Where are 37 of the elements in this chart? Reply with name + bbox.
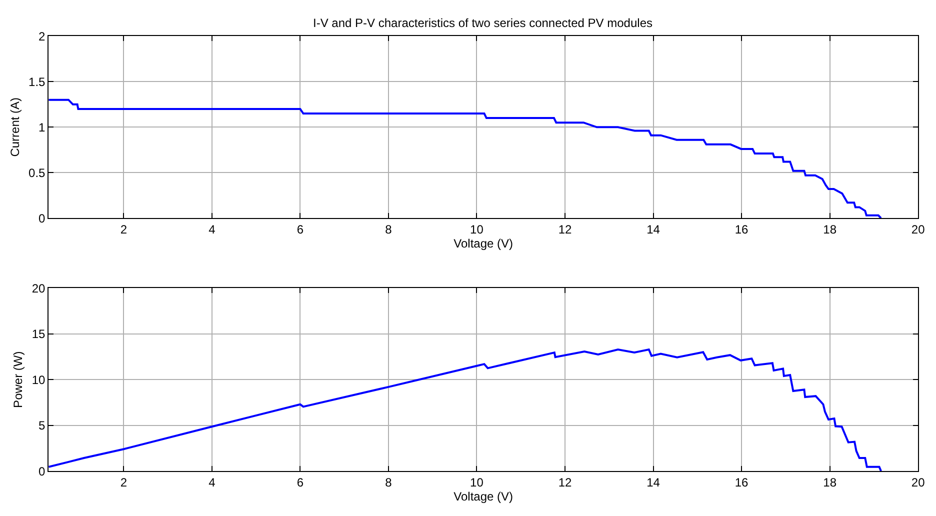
x-tick-label: 18 xyxy=(823,222,837,237)
y-tick-label: 15 xyxy=(32,327,46,342)
y-tick-label: 2 xyxy=(38,29,46,44)
x-tick-label: 4 xyxy=(208,222,216,237)
y-axis-title: Current (A) xyxy=(8,97,22,157)
line-series xyxy=(48,98,882,218)
x-tick-label: 14 xyxy=(646,222,660,237)
y-tick-label: 1.5 xyxy=(28,74,46,89)
chart-title: I-V and P-V characteristics of two series connected PV modules xyxy=(313,16,652,30)
x-tick-label: 10 xyxy=(470,475,484,490)
x-tick-label: 16 xyxy=(734,222,749,237)
x-axis-title: Voltage (V) xyxy=(454,236,514,251)
x-tick-label: 8 xyxy=(385,222,392,237)
y-tick-label: 0 xyxy=(38,464,46,478)
x-axis-title: Voltage (V) xyxy=(454,489,514,504)
y-tick-label: 5 xyxy=(38,418,46,433)
x-tick-label: 12 xyxy=(558,222,572,237)
x-tick-label: 12 xyxy=(558,475,572,490)
x-tick-label: 18 xyxy=(823,475,837,490)
x-tick-label: 16 xyxy=(734,475,749,490)
x-tick-label: 10 xyxy=(470,222,484,237)
y-tick-label: 10 xyxy=(32,372,46,387)
line-series xyxy=(48,348,882,472)
y-tick-label: 20 xyxy=(32,281,46,296)
y-tick-label: 0 xyxy=(38,211,46,226)
x-tick-label: 20 xyxy=(911,222,926,237)
x-tick-label: 4 xyxy=(208,475,216,490)
x-tick-label: 2 xyxy=(120,475,128,490)
y-tick-label: 1 xyxy=(38,120,46,134)
x-tick-label: 20 xyxy=(911,475,926,490)
y-axis-title: Power (W) xyxy=(11,351,26,408)
x-tick-label: 6 xyxy=(296,222,304,237)
y-tick-label: 0.5 xyxy=(28,166,46,180)
x-tick-label: 14 xyxy=(646,475,660,490)
x-tick-label: 2 xyxy=(120,222,128,237)
x-tick-label: 6 xyxy=(296,475,304,490)
x-tick-label: 8 xyxy=(385,475,392,490)
